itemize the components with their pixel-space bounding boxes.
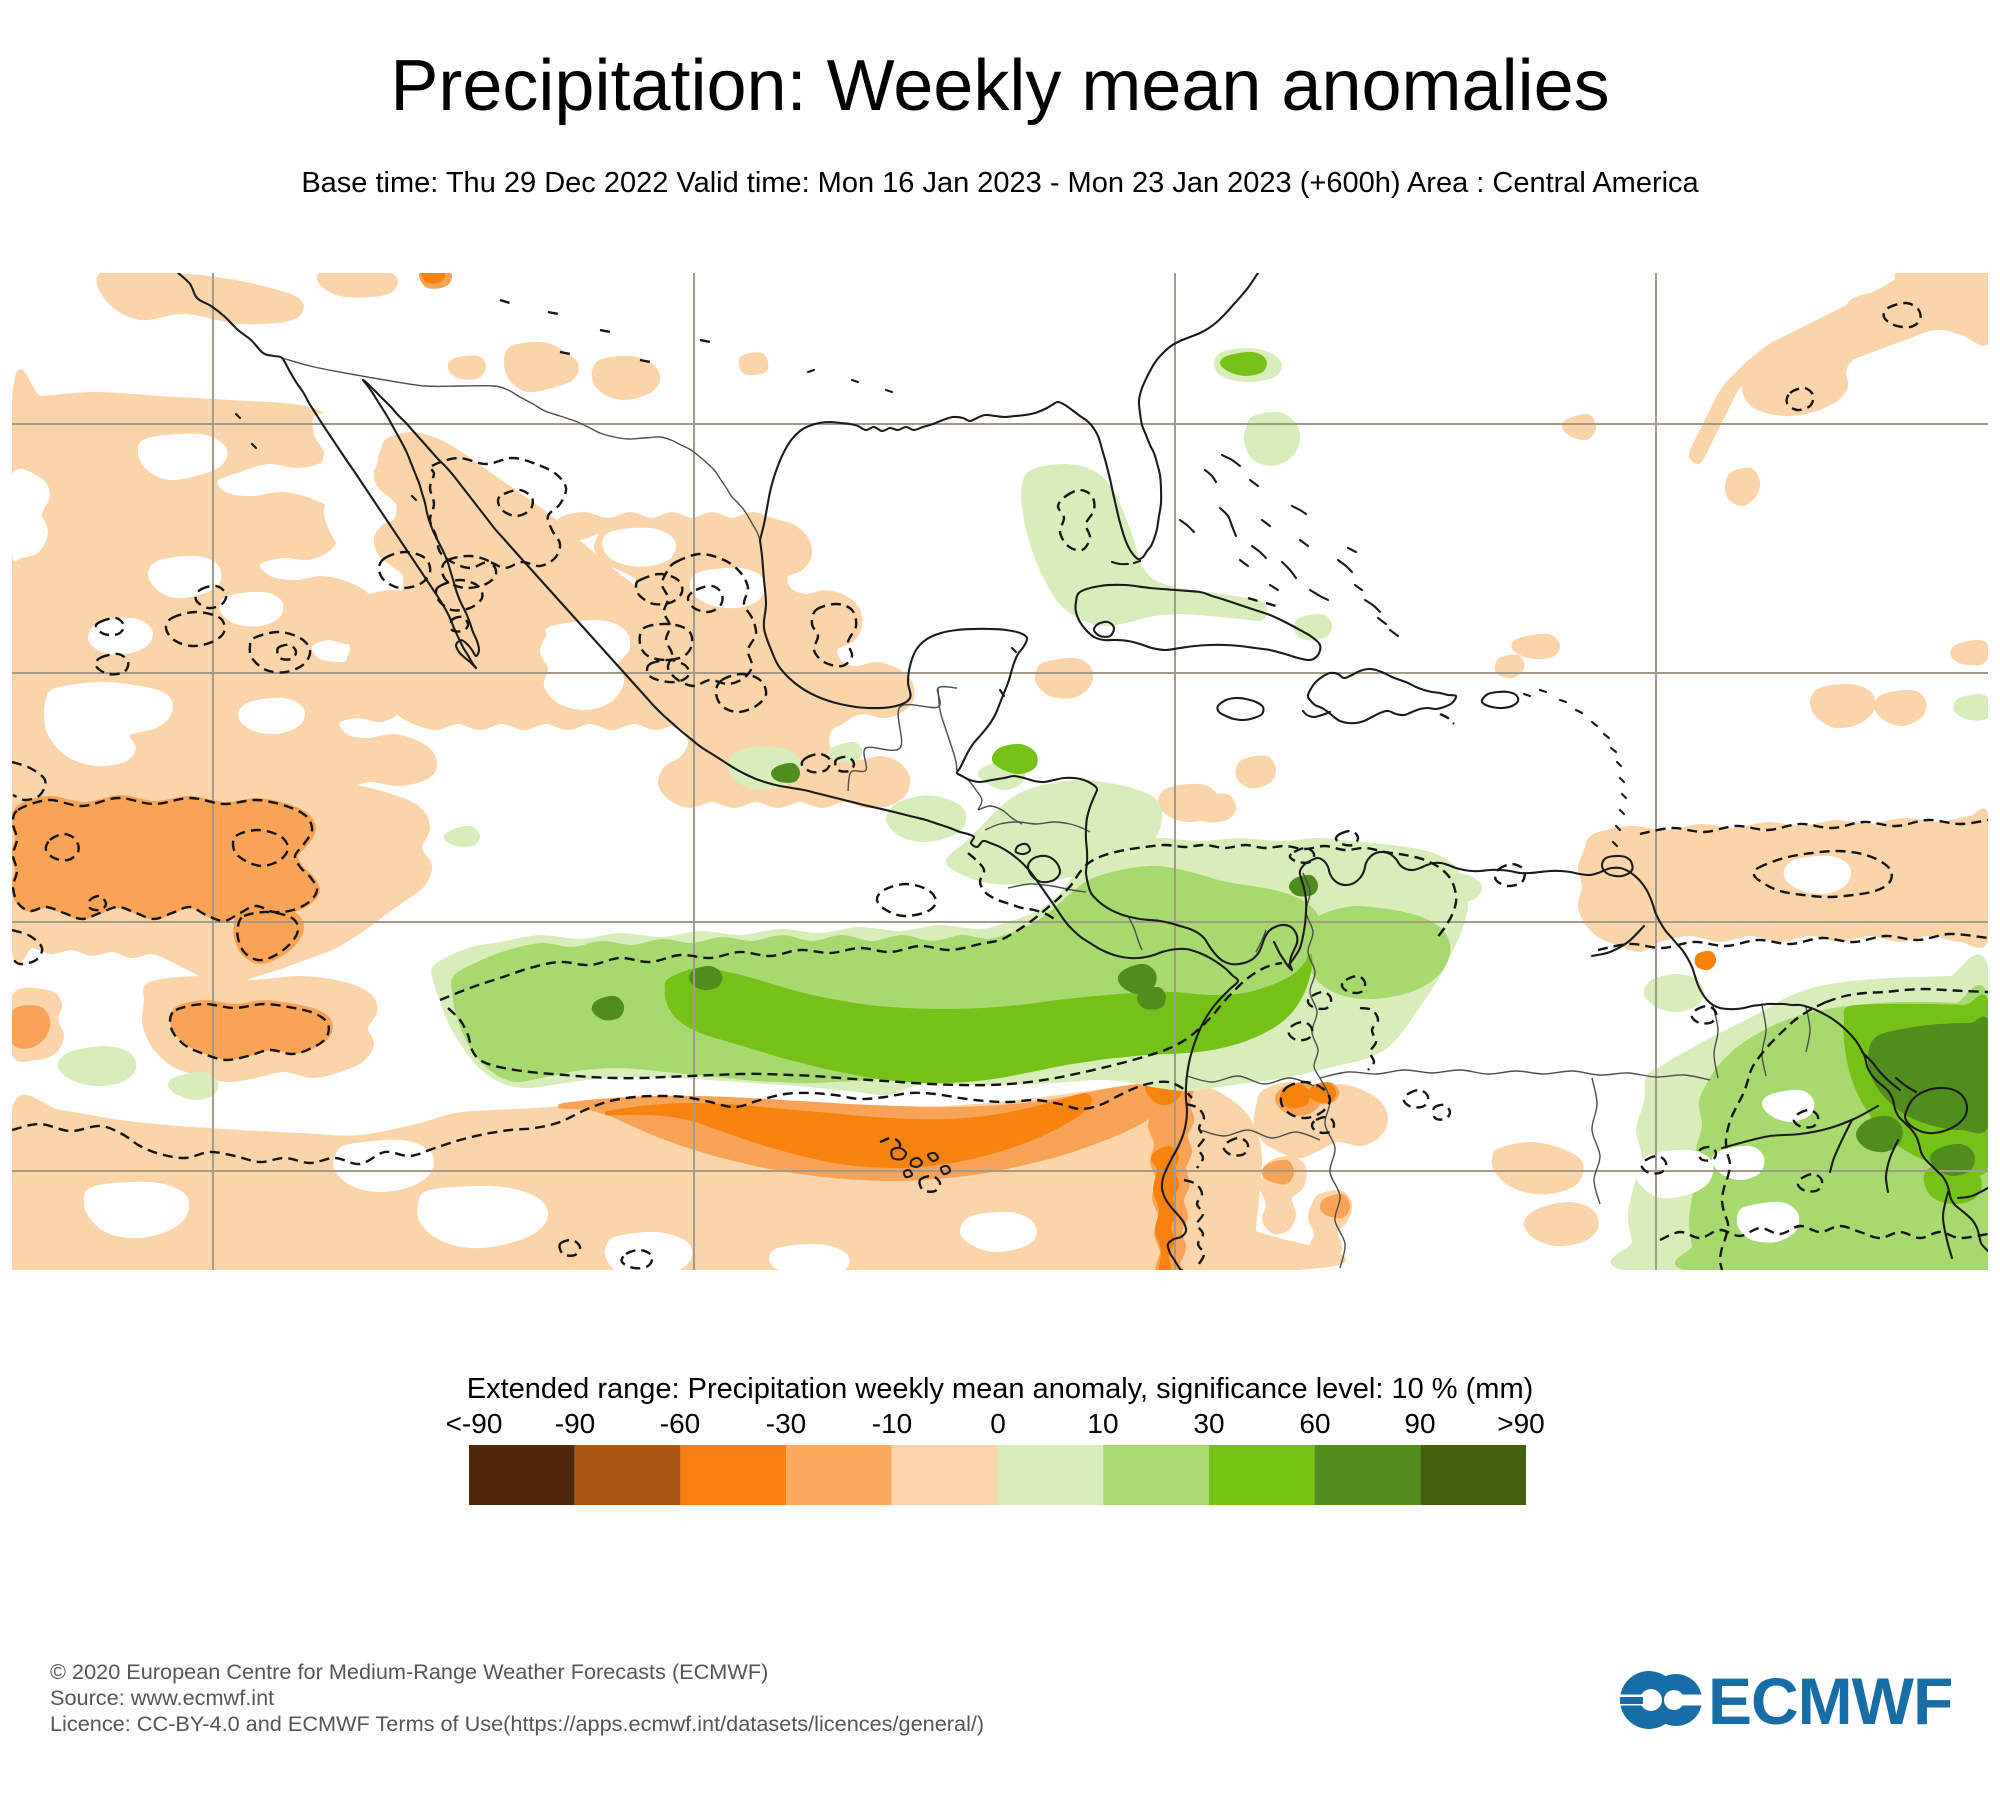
svg-text:-60: -60 [660,1408,700,1439]
svg-text:Extended range: Precipitation: Extended range: Precipitation weekly mea… [467,1373,1534,1405]
svg-text:Source: www.ecmwf.int: Source: www.ecmwf.int [50,1685,274,1710]
svg-text:0: 0 [990,1408,1006,1439]
svg-text:90: 90 [1404,1408,1435,1439]
svg-text:-30: -30 [766,1408,806,1439]
svg-text:Precipitation: Weekly mean ano: Precipitation: Weekly mean anomalies [390,46,1609,126]
svg-text:60: 60 [1299,1408,1330,1439]
svg-text:30: 30 [1193,1408,1224,1439]
svg-text:Licence: CC-BY-4.0 and ECMWF T: Licence: CC-BY-4.0 and ECMWF Terms of Us… [50,1711,984,1736]
svg-text:Base time: Thu 29 Dec 2022 Val: Base time: Thu 29 Dec 2022 Valid time: M… [301,167,1699,199]
svg-text:<-90: <-90 [446,1408,503,1439]
svg-text:ECMWF: ECMWF [1708,1664,1952,1738]
svg-text:10: 10 [1087,1408,1118,1439]
svg-text:-90: -90 [555,1408,595,1439]
svg-text:© 2020 European Centre for Med: © 2020 European Centre for Medium-Range … [50,1659,768,1684]
svg-text:-10: -10 [872,1408,912,1439]
svg-text:>90: >90 [1497,1408,1545,1439]
